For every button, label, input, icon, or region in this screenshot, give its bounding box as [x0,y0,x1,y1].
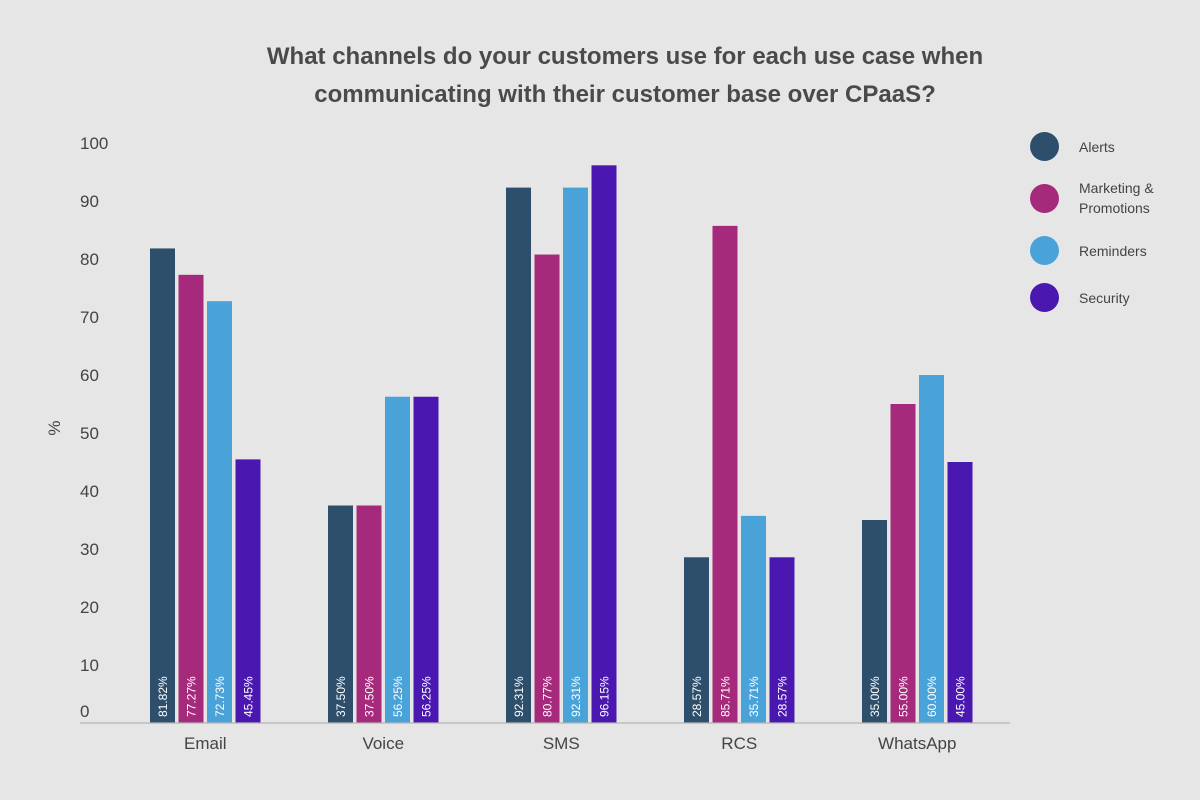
bar-value-label: 81.82% [156,676,170,717]
bar [534,254,560,723]
y-tick-label: 0 [80,702,89,721]
y-axis-ticks: 0 10 20 30 40 50 60 70 80 90 100 [80,134,108,721]
legend-label-alerts: Alerts [1079,138,1115,155]
bar-value-label: 80.77% [541,676,555,717]
x-tick-label: SMS [543,734,580,753]
y-tick-label: 30 [80,540,99,559]
y-tick-label: 70 [80,308,99,327]
bar [684,557,709,723]
bar [862,520,887,723]
bar [356,505,382,723]
legend-item-marketing: Marketing & Promotions [1030,178,1154,218]
bar-value-label: 28.57% [776,676,790,717]
legend-item-security: Security [1030,283,1130,312]
bar-value-label: 77.27% [185,676,199,717]
legend-item-alerts: Alerts [1030,132,1115,161]
bar-value-label: 60.00% [925,676,939,717]
bar-value-label: 96.15% [598,676,612,717]
bar-value-label: 56.25% [420,676,434,717]
bar [890,404,916,723]
y-tick-label: 10 [80,656,99,675]
y-tick-label: 80 [80,250,99,269]
bar [741,515,766,723]
bar-value-label: 45.45% [242,676,256,717]
legend-label-reminders: Reminders [1079,242,1147,259]
bar [919,375,944,723]
bar [385,396,410,723]
bar [328,505,353,723]
bar [712,225,738,723]
bar-value-label: 45.00% [954,676,968,717]
chart-title: What channels do your customers use for … [266,43,984,108]
y-tick-label: 100 [80,134,108,153]
bar [150,248,175,723]
x-tick-label: WhatsApp [878,734,956,753]
x-tick-label: Voice [362,734,404,753]
bar-value-label: 85.71% [719,676,733,717]
bar [563,187,588,724]
bar [235,459,261,723]
legend-label-security: Security [1079,289,1130,306]
bar-value-label: 37.50% [363,676,377,717]
bars: 81.82% 77.27% 72.73% 45.45% 37.50% 37.50% 56.2… [150,165,973,724]
y-tick-label: 90 [80,192,99,211]
legend-item-reminders: Reminders [1030,236,1147,265]
x-axis-ticks: Email Voice SMS RCS WhatsApp [184,734,956,753]
bar-value-label: 37.50% [334,676,348,717]
legend-swatch-security [1030,283,1059,312]
legend-swatch-reminders [1030,236,1059,265]
x-tick-label: Email [184,734,227,753]
y-tick-label: 50 [80,424,99,443]
bar [207,301,232,723]
bar [947,462,973,723]
bar [591,165,617,723]
y-tick-label: 60 [80,366,99,385]
bar-value-label: 35.00% [868,676,882,717]
legend-swatch-marketing [1030,183,1059,213]
bar [769,557,795,723]
bar [178,274,204,723]
bar-value-label: 55.00% [897,676,911,717]
y-tick-label: 20 [80,598,99,617]
bar-value-label: 56.25% [391,676,405,717]
bar [506,187,531,724]
bar-value-label: 72.73% [213,676,227,717]
bar-value-label: 92.31% [512,676,526,717]
bar-value-label: 35.71% [747,676,761,717]
bar-value-label: 92.31% [569,676,583,717]
bar [413,396,439,723]
x-tick-label: RCS [721,734,757,753]
legend-label-marketing: Marketing & Promotions [1079,180,1154,216]
bar-value-label: 28.57% [690,676,704,717]
legend-swatch-alerts [1030,132,1059,161]
y-tick-label: 40 [80,482,99,501]
